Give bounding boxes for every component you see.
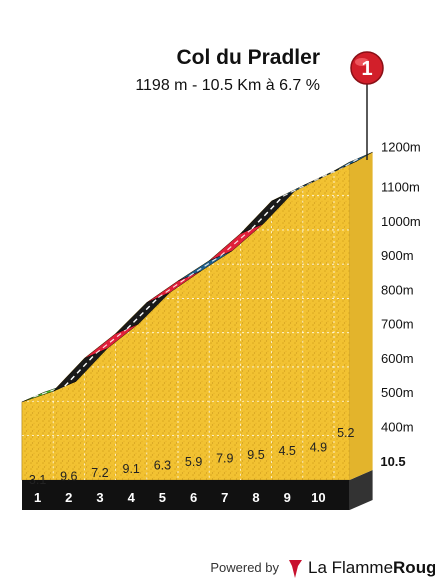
brand-part-1: La Flamme bbox=[308, 558, 393, 577]
summit-marker-number: 1 bbox=[361, 58, 372, 80]
y-tick-600: 600m bbox=[381, 351, 414, 366]
gridlines bbox=[22, 161, 350, 480]
footer: Powered by La FlammeRouge bbox=[210, 558, 435, 578]
km-labels: 1 2 3 4 5 6 7 8 9 10 bbox=[34, 490, 326, 505]
km-label-10: 10 bbox=[311, 490, 325, 505]
chart-subtitle: 1198 m - 10.5 Km à 6.7 % bbox=[135, 77, 320, 94]
y-tick-labels: 400m 500m 600m 700m 800m 900m 1000m 1100m 1200m bbox=[381, 139, 421, 434]
road-centerline-8 bbox=[251, 195, 284, 230]
flame-logo-icon bbox=[289, 560, 302, 578]
km-label-3: 3 bbox=[96, 490, 103, 505]
road-centerline-6 bbox=[189, 255, 222, 277]
y-tick-1200: 1200m bbox=[381, 139, 421, 154]
gradient-label-2: 9.6 bbox=[60, 469, 77, 483]
y-tick-900: 900m bbox=[381, 248, 414, 263]
gradient-label-4: 9.1 bbox=[123, 462, 140, 476]
profile-end-face bbox=[349, 152, 373, 480]
km-label-2: 2 bbox=[65, 490, 72, 505]
gradient-label-11: 5.2 bbox=[337, 426, 354, 440]
profile-body bbox=[21, 152, 373, 510]
profile-base-side bbox=[349, 470, 373, 510]
y-tick-1000: 1000m bbox=[381, 214, 421, 229]
km-label-4: 4 bbox=[128, 490, 136, 505]
km-label-7: 7 bbox=[221, 490, 228, 505]
gradient-label-8: 9.5 bbox=[247, 448, 264, 462]
gradient-label-1: 3.1 bbox=[29, 473, 46, 487]
km-label-1: 1 bbox=[34, 490, 41, 505]
km-label-8: 8 bbox=[252, 490, 259, 505]
gradient-label-9: 4.5 bbox=[279, 444, 296, 458]
road-centerline-3 bbox=[95, 328, 128, 354]
km-label-9: 9 bbox=[284, 490, 291, 505]
road-centerline-11 bbox=[345, 156, 362, 167]
total-distance-label: 10.5 bbox=[380, 454, 405, 469]
profile-front-face bbox=[21, 161, 350, 481]
profile-base-band bbox=[22, 480, 350, 510]
y-tick-500: 500m bbox=[381, 385, 414, 400]
summit-marker-highlight bbox=[355, 58, 369, 66]
gradient-label-3: 7.2 bbox=[91, 466, 108, 480]
road-centerline-4 bbox=[126, 297, 159, 330]
gradient-label-10: 4.9 bbox=[310, 441, 327, 455]
y-tick-1100: 1100m bbox=[381, 180, 420, 195]
brand-name: La FlammeRouge bbox=[308, 558, 435, 577]
y-tick-800: 800m bbox=[381, 282, 414, 297]
gradient-label-7: 7.9 bbox=[216, 451, 233, 465]
gradient-label-5: 6.3 bbox=[154, 459, 171, 473]
road-segments bbox=[21, 151, 373, 403]
road-centerline-9 bbox=[282, 180, 315, 197]
chart-title: Col du Pradler bbox=[176, 46, 320, 69]
km-label-6: 6 bbox=[190, 490, 197, 505]
road-centerline-5 bbox=[157, 275, 190, 299]
y-tick-700: 700m bbox=[381, 317, 414, 332]
y-tick-400: 400m bbox=[381, 419, 414, 434]
gradient-label-6: 5.9 bbox=[185, 455, 202, 469]
road-centerline-7 bbox=[220, 228, 253, 257]
brand-part-2: Rouge bbox=[393, 558, 435, 577]
km-label-5: 5 bbox=[159, 490, 166, 505]
summit-marker: 1 bbox=[350, 51, 384, 160]
road-centerline-2 bbox=[64, 352, 97, 387]
gradient-labels: 3.1 9.6 7.2 9.1 6.3 5.9 7.9 9.5 4.5 4.9 5.2 bbox=[29, 426, 355, 487]
powered-by-text: Powered by bbox=[210, 560, 279, 575]
